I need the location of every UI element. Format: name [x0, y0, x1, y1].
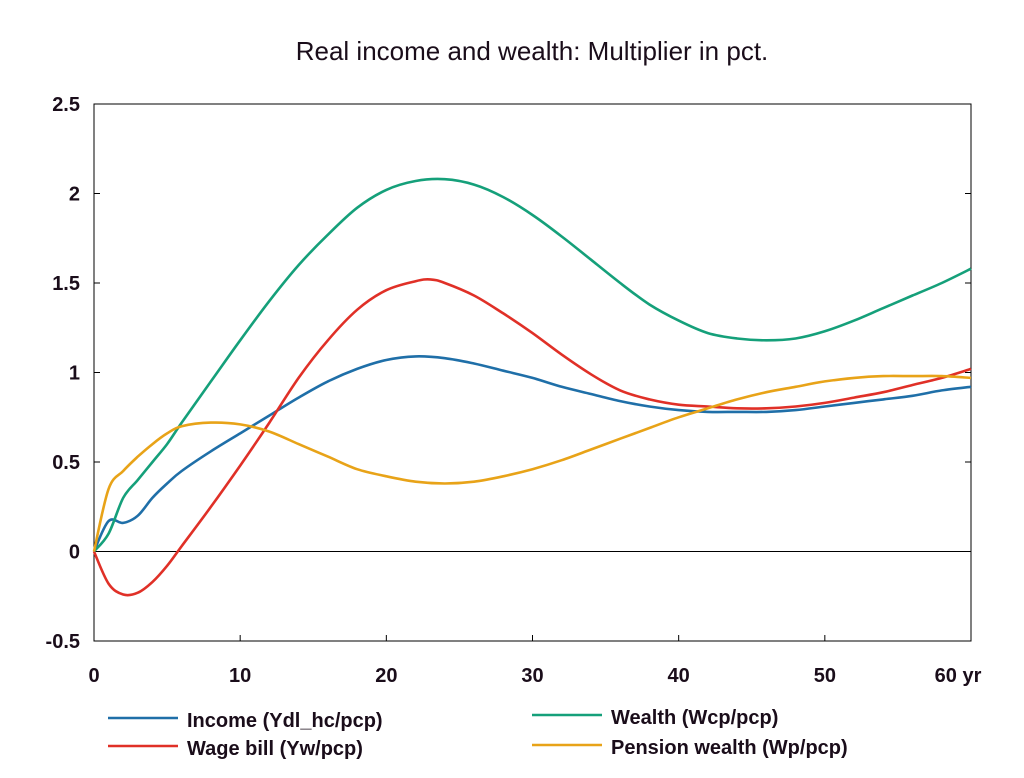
- series-line-wage-bill: [92, 278, 972, 597]
- y-tick-label: 1.5: [52, 273, 80, 295]
- x-tick-label: 10: [229, 665, 251, 687]
- series-line-pension-wealth: [92, 374, 972, 552]
- x-tick-label: 60 yr: [935, 665, 982, 687]
- x-tick-label: 0: [88, 665, 99, 687]
- x-tick-label: 30: [521, 665, 543, 687]
- legend-label-wage-bill: Wage bill (Yw/pcp): [187, 738, 363, 760]
- x-tick-label: 40: [668, 665, 690, 687]
- chart-title: Real income and wealth: Multiplier in pc…: [296, 36, 769, 66]
- y-tick-label: 0.5: [52, 452, 80, 474]
- y-tick-label: 1: [69, 363, 80, 385]
- x-tick-label: 20: [375, 665, 397, 687]
- y-tick-label: -0.5: [46, 631, 80, 653]
- legend: Income (Ydl_hc/pcp) Wage bill (Yw/pcp) Wea…: [108, 707, 848, 760]
- series-layer: [92, 177, 972, 597]
- y-tick-label: 2.5: [52, 94, 80, 116]
- y-tick-label: 2: [69, 184, 80, 206]
- y-tick-label: 0: [69, 542, 80, 564]
- plot-frame: [93, 103, 972, 642]
- series-line-wealth: [92, 177, 972, 553]
- x-tick-label: 50: [814, 665, 836, 687]
- legend-label-pension-wealth: Pension wealth (Wp/pcp): [611, 737, 848, 759]
- axis-ticks: -0.5 0 0.5 1 1.5 2 2.5 0 10 20 30 40 50 60 yr: [46, 94, 982, 687]
- series-line-income: [92, 355, 972, 553]
- legend-label-wealth: Wealth (Wcp/pcp): [611, 707, 778, 729]
- legend-label-income: Income (Ydl_hc/pcp): [187, 710, 383, 732]
